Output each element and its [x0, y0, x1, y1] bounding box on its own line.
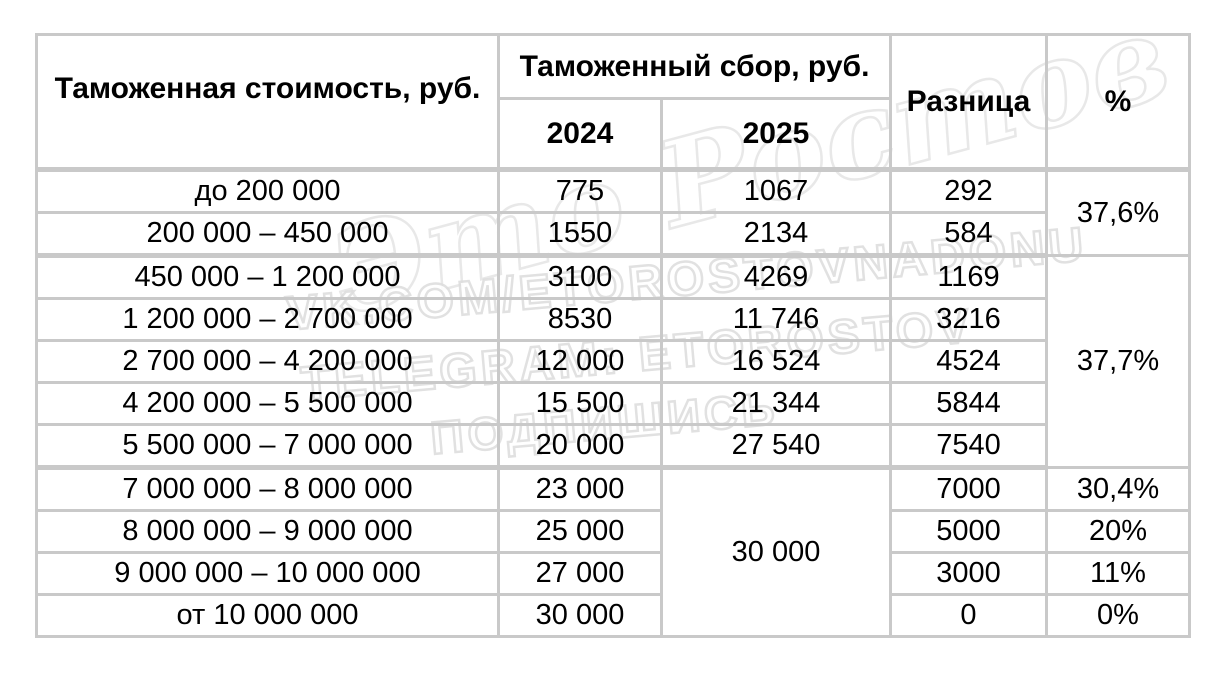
table-row: 9 000 000 – 10 000 000 27 000 3000 11% [35, 551, 1191, 596]
cell-percent: 20% [1045, 509, 1191, 554]
cell-fee-2025: 2134 [660, 211, 892, 258]
cell-percent: 11% [1045, 551, 1191, 596]
cell-fee-2024: 12 000 [497, 339, 663, 384]
cell-value-range: от 10 000 000 [35, 593, 500, 638]
table-row: 4 200 000 – 5 500 000 15 500 21 344 5844 [35, 381, 1190, 426]
table-row: 450 000 – 1 200 000 3100 4269 1169 37,7% [35, 254, 1191, 469]
cell-fee-2024: 3100 [497, 254, 663, 300]
cell-percent: 0% [1045, 593, 1191, 638]
cell-difference: 0 [889, 593, 1048, 638]
cell-percent-merged: 37,6% [1045, 167, 1191, 257]
cell-fee-2024: 15 500 [497, 381, 663, 426]
cell-fee-2024: 8530 [497, 297, 663, 342]
cell-fee-2024: 25 000 [497, 509, 663, 554]
cell-value-range: 9 000 000 – 10 000 000 [35, 551, 500, 596]
cell-fee-2024: 1550 [497, 211, 663, 258]
table-row: 8 000 000 – 9 000 000 25 000 5000 20% [35, 509, 1191, 554]
table-row: от 10 000 000 30 000 0 0% [35, 593, 1191, 638]
cell-fee-2024: 23 000 [497, 466, 663, 512]
cell-value-range: 8 000 000 – 9 000 000 [35, 509, 500, 554]
cell-difference: 3216 [889, 297, 1048, 342]
cell-difference: 7540 [889, 423, 1048, 470]
cell-fee-2024: 775 [497, 167, 663, 214]
cell-fee-2025-merged: 30 000 [660, 466, 892, 638]
cell-value-range: 5 500 000 – 7 000 000 [35, 423, 500, 470]
cell-fee-2025: 16 524 [660, 339, 892, 384]
cell-value-range: 2 700 000 – 4 200 000 [35, 339, 500, 384]
cell-difference: 5000 [889, 509, 1048, 554]
cell-fee-2025: 11 746 [660, 297, 892, 342]
cell-difference: 292 [889, 167, 1048, 214]
cell-value-range: 1 200 000 – 2 700 000 [35, 297, 500, 342]
table-row: 1 200 000 – 2 700 000 8530 11 746 3216 [35, 297, 1190, 342]
table-row: 200 000 – 450 000 1550 2134 584 [35, 211, 1190, 258]
customs-fee-table: Таможенная стоимость, руб. Таможенный сб… [35, 33, 1191, 638]
cell-fee-2024: 30 000 [497, 593, 663, 638]
cell-difference: 5844 [889, 381, 1048, 426]
cell-difference: 584 [889, 211, 1048, 258]
cell-fee-2025: 21 344 [660, 381, 892, 426]
cell-value-range: 7 000 000 – 8 000 000 [35, 466, 500, 512]
cell-fee-2025: 4269 [660, 254, 892, 300]
cell-difference: 4524 [889, 339, 1048, 384]
cell-percent-merged: 37,7% [1045, 254, 1191, 469]
header-year-2024: 2024 [497, 97, 663, 171]
table-row: 2 700 000 – 4 200 000 12 000 16 524 4524 [35, 339, 1190, 384]
header-year-2025: 2025 [660, 97, 892, 171]
cell-difference: 7000 [889, 466, 1048, 512]
cell-percent: 30,4% [1045, 466, 1191, 512]
table-row: 5 500 000 – 7 000 000 20 000 27 540 7540 [35, 423, 1190, 470]
cell-value-range: 450 000 – 1 200 000 [35, 254, 500, 300]
cell-value-range: 4 200 000 – 5 500 000 [35, 381, 500, 426]
cell-fee-2024: 20 000 [497, 423, 663, 470]
header-customs-value: Таможенная стоимость, руб. [35, 33, 500, 171]
table-row: до 200 000 775 1067 292 37,6% [35, 167, 1191, 257]
cell-difference: 3000 [889, 551, 1048, 596]
cell-fee-2025: 27 540 [660, 423, 892, 470]
cell-fee-2024: 27 000 [497, 551, 663, 596]
table-row: 7 000 000 – 8 000 000 23 000 30 000 7000… [35, 466, 1191, 638]
cell-difference: 1169 [889, 254, 1048, 300]
header-customs-fee-group: Таможенный сбор, руб. [497, 33, 892, 100]
header-percent: % [1045, 33, 1191, 171]
cell-value-range: до 200 000 [35, 167, 500, 214]
cell-value-range: 200 000 – 450 000 [35, 211, 500, 258]
cell-fee-2025: 1067 [660, 167, 892, 214]
header-difference: Разница [889, 33, 1048, 171]
